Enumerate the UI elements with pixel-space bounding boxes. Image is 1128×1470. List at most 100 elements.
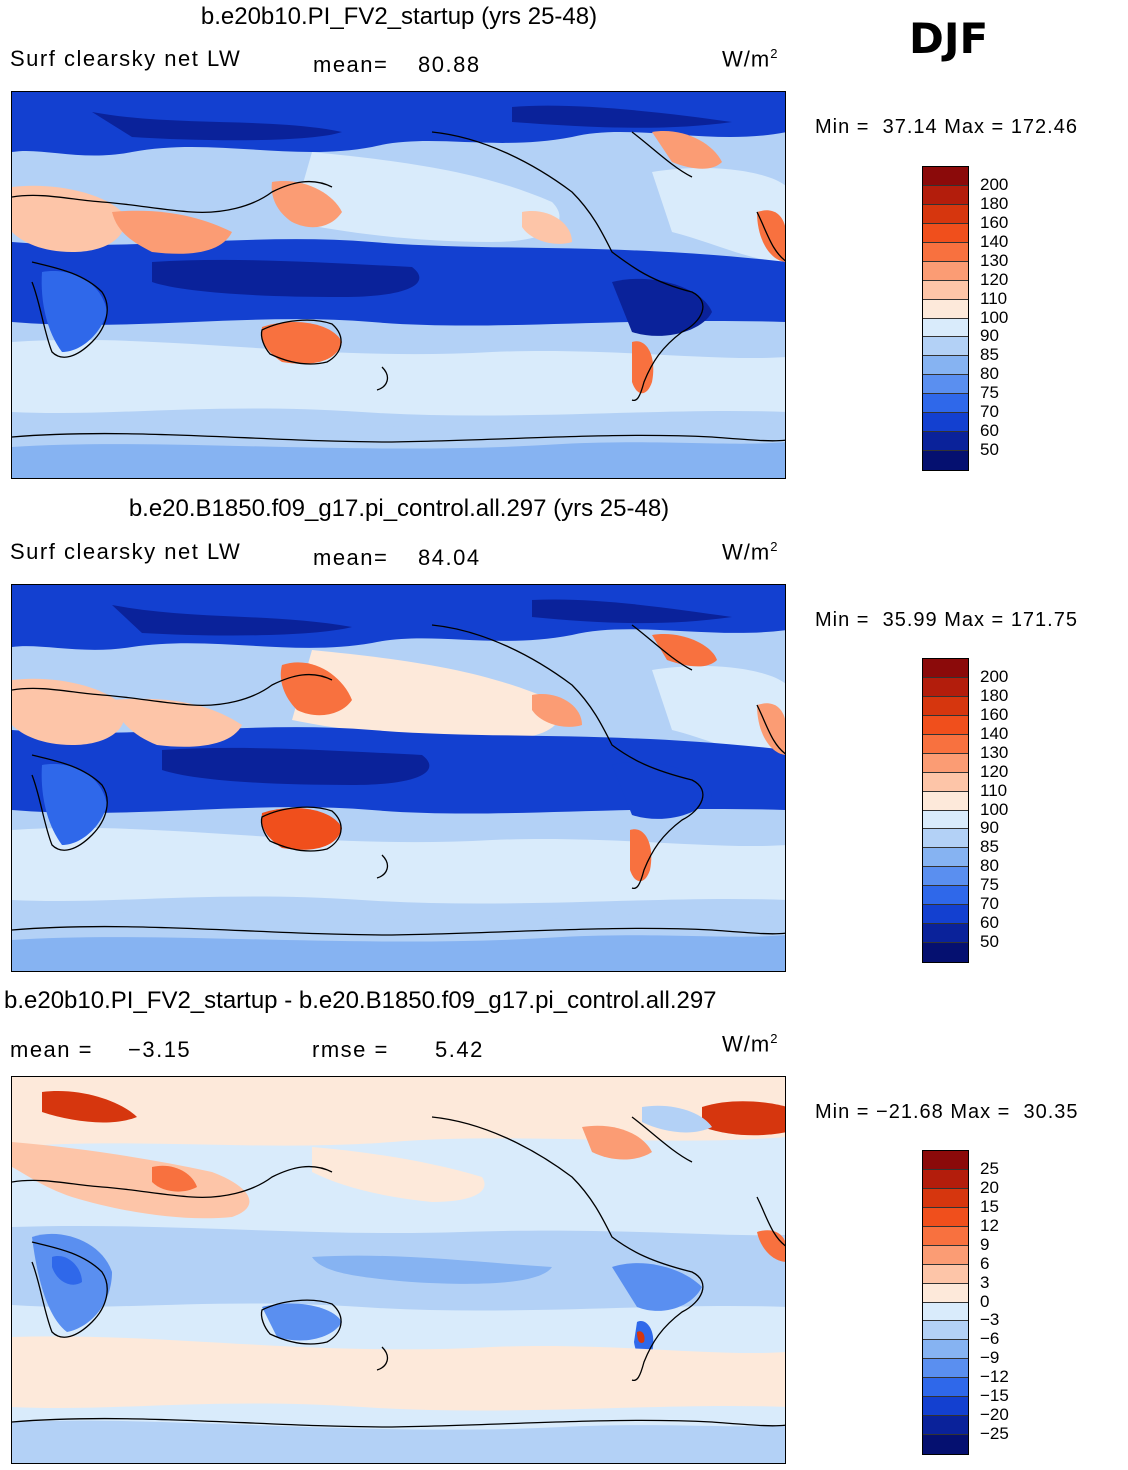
colorbar-segment xyxy=(923,696,968,716)
colorbar-segment xyxy=(923,167,968,186)
panel3-minmax: Min = −21.68 Max = 30.35 xyxy=(815,1101,1079,1123)
colorbar-segment xyxy=(923,394,968,414)
colorbar-segment xyxy=(923,677,968,697)
colorbar-tick-label: 85 xyxy=(980,345,999,365)
colorbar-tick-label: −9 xyxy=(980,1348,1000,1368)
colorbar-segment xyxy=(923,337,968,357)
colorbar-tick-label: 130 xyxy=(980,742,1009,762)
panel1-colorbar xyxy=(922,166,969,471)
colorbar-segment xyxy=(923,280,968,300)
panel1-map-field xyxy=(12,92,785,478)
panel1-units: W/m2 xyxy=(722,46,779,72)
colorbar-segment xyxy=(923,867,968,887)
colorbar-segment xyxy=(923,185,968,205)
colorbar-tick-label: −12 xyxy=(980,1367,1009,1387)
colorbar-tick-label: 85 xyxy=(980,837,999,857)
colorbar-segment xyxy=(923,1283,968,1303)
panel3-mean-value: −3.15 xyxy=(128,1037,192,1062)
panel1-minmax: Min = 37.14 Max = 172.46 xyxy=(815,116,1078,138)
colorbar-tick-label: 90 xyxy=(980,818,999,838)
colorbar-segment xyxy=(923,659,968,678)
panel2-variable-label: Surf clearsky net LW xyxy=(10,539,242,564)
colorbar-tick-label: 15 xyxy=(980,1196,999,1216)
colorbar-tick-label: 130 xyxy=(980,250,1009,270)
colorbar-segment xyxy=(923,1397,968,1417)
colorbar-tick-label: 200 xyxy=(980,666,1009,686)
panel1-mean-label: mean= xyxy=(313,52,389,77)
colorbar-segment xyxy=(923,848,968,868)
colorbar-tick-label: 140 xyxy=(980,723,1009,743)
colorbar-tick-label: 75 xyxy=(980,383,999,403)
colorbar-segment xyxy=(923,924,968,944)
colorbar-tick-label: 25 xyxy=(980,1158,999,1178)
colorbar-tick-label: 50 xyxy=(980,932,999,952)
colorbar-tick-label: 60 xyxy=(980,913,999,933)
colorbar-segment xyxy=(923,1169,968,1189)
colorbar-segment xyxy=(923,1151,968,1170)
colorbar-segment xyxy=(923,886,968,906)
season-label: DJF xyxy=(909,14,989,63)
colorbar-tick-label: 60 xyxy=(980,421,999,441)
colorbar-tick-label: 12 xyxy=(980,1215,999,1235)
panel1-map xyxy=(11,91,786,479)
colorbar-tick-label: 140 xyxy=(980,231,1009,251)
colorbar-segment xyxy=(923,943,968,962)
colorbar-segment xyxy=(923,829,968,849)
colorbar-tick-label: 200 xyxy=(980,174,1009,194)
colorbar-tick-label: 100 xyxy=(980,307,1009,327)
panel3-title: b.e20b10.PI_FV2_startup - b.e20.B1850.f0… xyxy=(4,987,717,1014)
panel3-map-field xyxy=(12,1077,785,1463)
colorbar-tick-label: −3 xyxy=(980,1310,1000,1330)
colorbar-tick-label: 3 xyxy=(980,1272,990,1292)
colorbar-segment xyxy=(923,1359,968,1379)
colorbar-segment xyxy=(923,451,968,470)
colorbar-segment xyxy=(923,1416,968,1436)
colorbar-tick-label: 80 xyxy=(980,856,999,876)
panel2-map xyxy=(11,584,786,972)
colorbar-tick-label: −15 xyxy=(980,1386,1009,1406)
colorbar-tick-label: 9 xyxy=(980,1234,990,1254)
panel3-units: W/m2 xyxy=(722,1031,779,1057)
panel1-mean-value: 80.88 xyxy=(418,52,481,77)
colorbar-tick-label: 160 xyxy=(980,704,1009,724)
colorbar-segment xyxy=(923,204,968,224)
colorbar-segment xyxy=(923,1435,968,1454)
colorbar-segment xyxy=(923,1321,968,1341)
colorbar-tick-label: 0 xyxy=(980,1291,990,1311)
colorbar-tick-label: 50 xyxy=(980,440,999,460)
colorbar-tick-label: 6 xyxy=(980,1253,990,1273)
colorbar-tick-label: 180 xyxy=(980,685,1009,705)
colorbar-tick-label: 70 xyxy=(980,894,999,914)
colorbar-segment xyxy=(923,810,968,830)
panel2-map-field xyxy=(12,585,785,971)
colorbar-segment xyxy=(923,1188,968,1208)
colorbar-segment xyxy=(923,242,968,262)
colorbar-segment xyxy=(923,772,968,792)
colorbar-tick-label: 120 xyxy=(980,761,1009,781)
colorbar-segment xyxy=(923,432,968,452)
panel1-variable-label: Surf clearsky net LW xyxy=(10,46,242,71)
colorbar-segment xyxy=(923,753,968,773)
colorbar-segment xyxy=(923,1302,968,1322)
panel3-map xyxy=(11,1076,786,1464)
panel2-colorbar xyxy=(922,658,969,963)
colorbar-tick-label: 180 xyxy=(980,193,1009,213)
colorbar-segment xyxy=(923,356,968,376)
panel2-mean-label: mean= xyxy=(313,545,389,570)
colorbar-segment xyxy=(923,791,968,811)
panel2-title: b.e20.B1850.f09_g17.pi_control.all.297 (… xyxy=(128,495,670,522)
colorbar-tick-label: 110 xyxy=(980,780,1008,800)
colorbar-segment xyxy=(923,1340,968,1360)
colorbar-segment xyxy=(923,1226,968,1246)
colorbar-segment xyxy=(923,715,968,735)
panel3-mean-label: mean = xyxy=(10,1037,93,1062)
colorbar-tick-label: 75 xyxy=(980,875,999,895)
colorbar-tick-label: 120 xyxy=(980,269,1009,289)
colorbar-tick-label: −25 xyxy=(980,1424,1009,1444)
colorbar-segment xyxy=(923,1378,968,1398)
colorbar-segment xyxy=(923,734,968,754)
panel3-rmse-value: 5.42 xyxy=(435,1037,484,1062)
colorbar-tick-label: 80 xyxy=(980,364,999,384)
colorbar-tick-label: 20 xyxy=(980,1177,999,1197)
colorbar-segment xyxy=(923,375,968,395)
